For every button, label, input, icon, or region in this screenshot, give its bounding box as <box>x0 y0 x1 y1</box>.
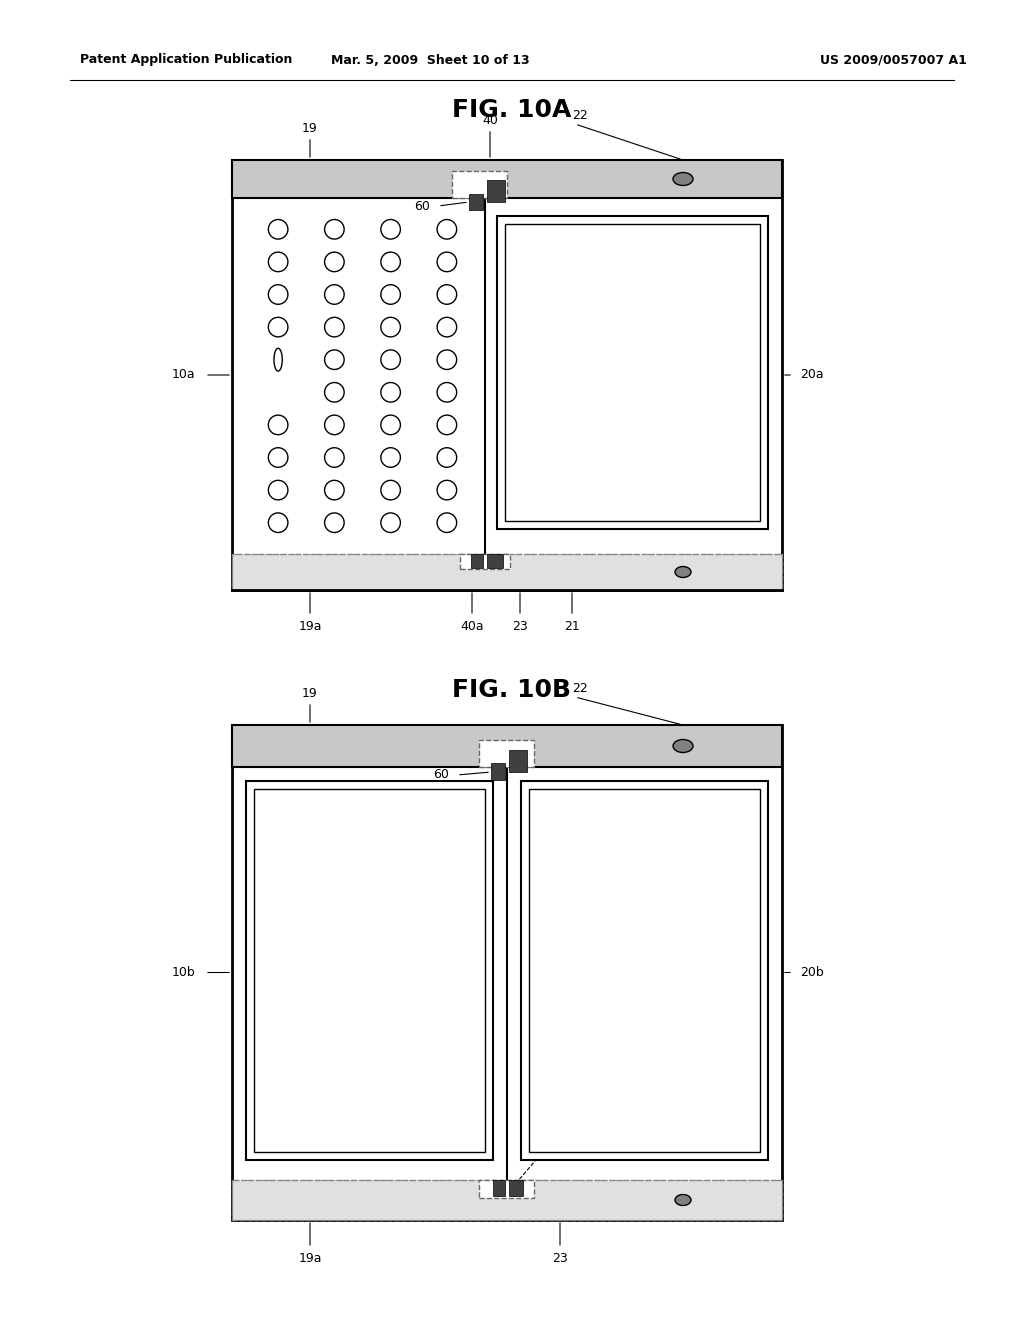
Circle shape <box>268 219 288 239</box>
Circle shape <box>437 252 457 272</box>
Text: 20a: 20a <box>800 368 823 381</box>
Bar <box>254 789 485 1152</box>
Circle shape <box>325 513 344 532</box>
Ellipse shape <box>673 173 693 186</box>
Text: 40: 40 <box>482 114 498 127</box>
Bar <box>509 1180 523 1196</box>
Circle shape <box>268 317 288 337</box>
Bar <box>232 160 782 590</box>
Circle shape <box>268 252 288 272</box>
Circle shape <box>325 447 344 467</box>
Text: 60: 60 <box>433 768 449 781</box>
Circle shape <box>437 219 457 239</box>
Circle shape <box>381 383 400 403</box>
Circle shape <box>268 513 288 532</box>
Circle shape <box>437 317 457 337</box>
Bar <box>529 789 760 1152</box>
Bar <box>479 1180 534 1199</box>
Circle shape <box>381 285 400 305</box>
Circle shape <box>325 285 344 305</box>
Text: 22: 22 <box>572 110 588 121</box>
Circle shape <box>325 414 344 434</box>
Circle shape <box>325 252 344 272</box>
Circle shape <box>381 447 400 467</box>
Bar <box>469 194 483 210</box>
Bar <box>487 554 503 568</box>
Circle shape <box>268 414 288 434</box>
Text: 21: 21 <box>564 620 580 634</box>
Bar <box>505 224 760 521</box>
Circle shape <box>381 252 400 272</box>
Text: 19a: 19a <box>298 620 322 634</box>
Text: 19: 19 <box>302 121 317 135</box>
Circle shape <box>437 480 457 500</box>
Text: 19a: 19a <box>298 1251 322 1265</box>
Text: 10a: 10a <box>171 368 195 381</box>
Circle shape <box>325 219 344 239</box>
Bar <box>509 750 527 772</box>
Circle shape <box>325 350 344 370</box>
Circle shape <box>381 414 400 434</box>
Text: FIG. 10B: FIG. 10B <box>453 678 571 702</box>
Text: 22: 22 <box>572 682 588 696</box>
Bar <box>232 1180 782 1220</box>
Circle shape <box>268 480 288 500</box>
Bar <box>490 763 505 780</box>
Circle shape <box>437 383 457 403</box>
Text: 40a: 40a <box>460 620 483 634</box>
Bar <box>471 554 483 568</box>
Circle shape <box>437 285 457 305</box>
Text: 60: 60 <box>592 1093 608 1106</box>
Bar <box>232 725 782 767</box>
Bar <box>521 781 768 1160</box>
Text: 60: 60 <box>414 199 430 213</box>
Bar <box>493 1180 505 1196</box>
Bar <box>460 554 510 569</box>
Text: Patent Application Publication: Patent Application Publication <box>80 54 293 66</box>
Circle shape <box>381 480 400 500</box>
Circle shape <box>381 513 400 532</box>
Circle shape <box>381 219 400 239</box>
Ellipse shape <box>274 348 283 371</box>
Ellipse shape <box>675 1195 691 1205</box>
Bar <box>232 160 782 198</box>
Circle shape <box>268 447 288 467</box>
Text: Mar. 5, 2009  Sheet 10 of 13: Mar. 5, 2009 Sheet 10 of 13 <box>331 54 529 66</box>
Circle shape <box>325 317 344 337</box>
Bar <box>497 216 768 529</box>
Circle shape <box>437 414 457 434</box>
Bar <box>479 739 534 767</box>
Text: 23: 23 <box>512 620 528 634</box>
Bar <box>487 180 505 202</box>
Bar <box>232 554 782 590</box>
Circle shape <box>325 383 344 403</box>
Bar <box>232 725 782 1220</box>
Text: FIG. 10A: FIG. 10A <box>453 98 571 121</box>
Ellipse shape <box>673 739 693 752</box>
Text: 10b: 10b <box>171 966 195 979</box>
Circle shape <box>325 480 344 500</box>
Ellipse shape <box>675 566 691 578</box>
Circle shape <box>268 285 288 305</box>
Circle shape <box>381 350 400 370</box>
Text: US 2009/0057007 A1: US 2009/0057007 A1 <box>820 54 967 66</box>
Text: 23: 23 <box>552 1251 568 1265</box>
Text: 19: 19 <box>302 686 317 700</box>
Text: 20b: 20b <box>800 966 823 979</box>
Circle shape <box>437 447 457 467</box>
Circle shape <box>437 350 457 370</box>
Bar <box>246 781 493 1160</box>
Circle shape <box>381 317 400 337</box>
Bar <box>452 172 507 198</box>
Circle shape <box>437 513 457 532</box>
